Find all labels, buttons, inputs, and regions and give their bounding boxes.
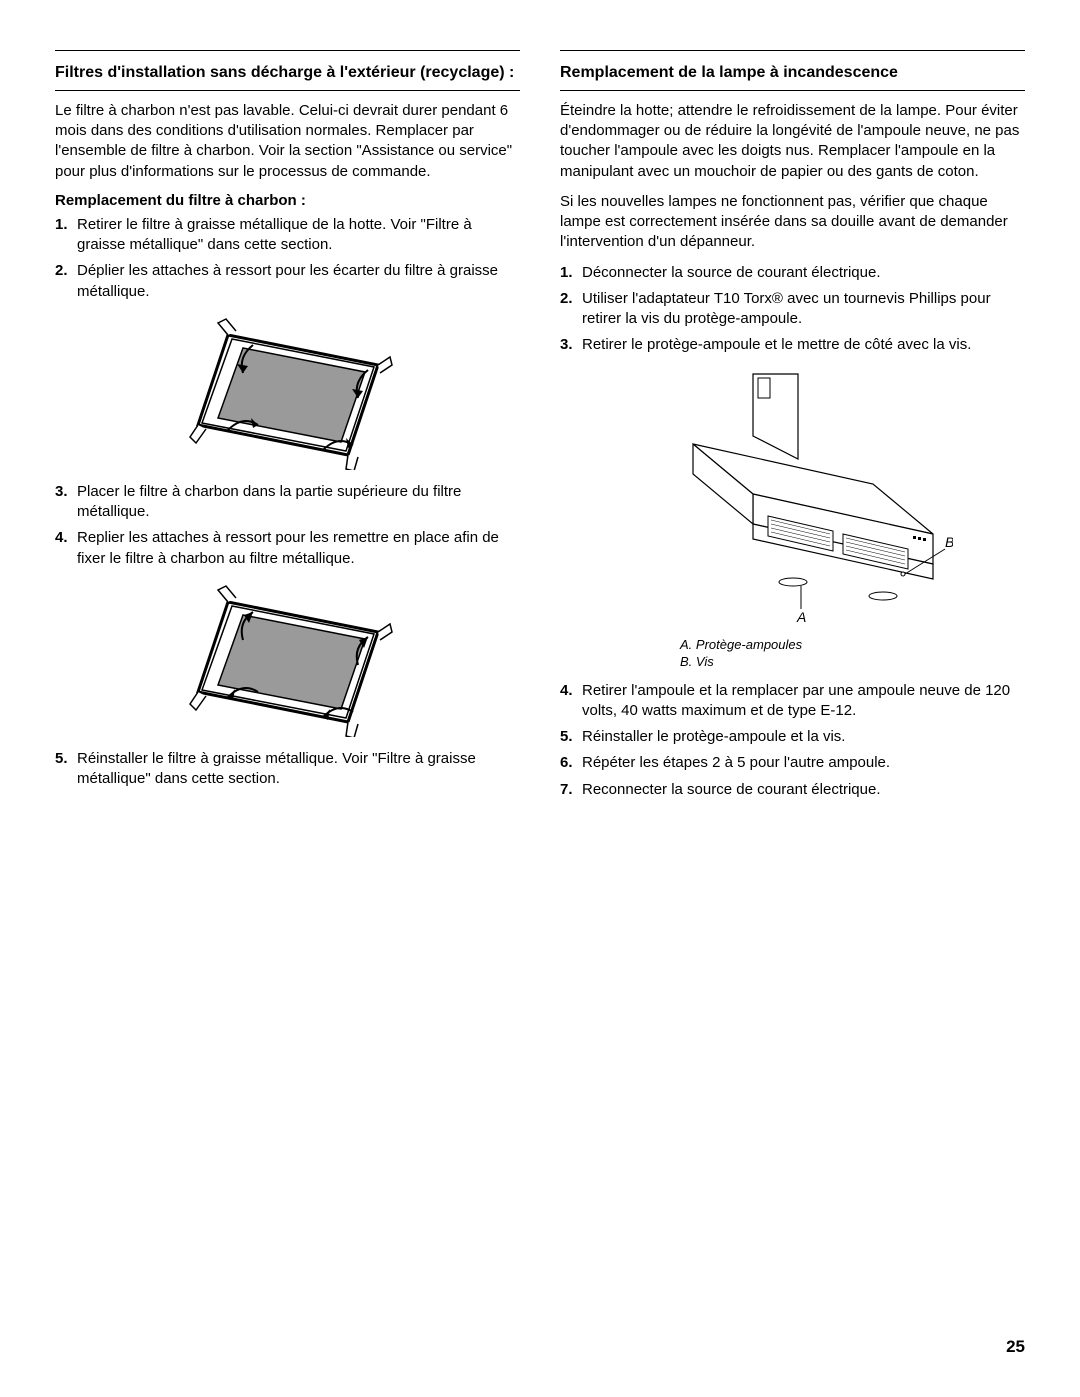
top-rule: [55, 50, 520, 51]
step-num: 5.: [560, 727, 582, 747]
step-num: 6.: [560, 753, 582, 773]
step-2: 2.Déplier les attaches à ressort pour le…: [55, 261, 520, 302]
left-steps-cont: 3.Placer le filtre à charbon dans la par…: [55, 482, 520, 569]
right-steps: 1.Déconnecter la source de courant élect…: [560, 263, 1025, 356]
page-number: 25: [1006, 1337, 1025, 1357]
step-text: Placer le filtre à charbon dans la parti…: [77, 482, 520, 523]
label-a: A: [796, 609, 806, 624]
step-7: 7.Reconnecter la source de courant élect…: [560, 780, 1025, 800]
step-text: Déplier les attaches à ressort pour les …: [77, 261, 520, 302]
step-text: Retirer l'ampoule et la remplacer par un…: [582, 681, 1025, 722]
step-num: 2.: [55, 261, 77, 302]
step-1: 1.Retirer le filtre à graisse métallique…: [55, 215, 520, 256]
step-num: 3.: [55, 482, 77, 523]
step-text: Déconnecter la source de courant électri…: [582, 263, 1025, 283]
hood-figure: A B: [560, 364, 1025, 624]
step-num: 7.: [560, 780, 582, 800]
step-3: 3.Placer le filtre à charbon dans la par…: [55, 482, 520, 523]
step-text: Retirer le filtre à graisse métallique d…: [77, 215, 520, 256]
step-text: Reconnecter la source de courant électri…: [582, 780, 1025, 800]
filter-diagram-icon: [173, 577, 403, 737]
step-4: 4.Replier les attaches à ressort pour le…: [55, 528, 520, 569]
step-num: 1.: [560, 263, 582, 283]
step-5: 5.Réinstaller le protège-ampoule et la v…: [560, 727, 1025, 747]
step-2: 2.Utiliser l'adaptateur T10 Torx® avec u…: [560, 289, 1025, 330]
left-steps-end: 5.Réinstaller le filtre à graisse métall…: [55, 749, 520, 790]
step-text: Réinstaller le filtre à graisse métalliq…: [77, 749, 520, 790]
step-num: 1.: [55, 215, 77, 256]
filter-figure-1: [55, 310, 520, 470]
page: Filtres d'installation sans décharge à l…: [0, 0, 1080, 1397]
step-4: 4.Retirer l'ampoule et la remplacer par …: [560, 681, 1025, 722]
step-text: Répéter les étapes 2 à 5 pour l'autre am…: [582, 753, 1025, 773]
step-text: Réinstaller le protège-ampoule et la vis…: [582, 727, 1025, 747]
step-text: Retirer le protège-ampoule et le mettre …: [582, 335, 1025, 355]
step-text: Utiliser l'adaptateur T10 Torx® avec un …: [582, 289, 1025, 330]
right-heading: Remplacement de la lampe à incandescence: [560, 59, 1025, 91]
top-rule: [560, 50, 1025, 51]
two-column-layout: Filtres d'installation sans décharge à l…: [55, 50, 1025, 806]
step-5: 5.Réinstaller le filtre à graisse métall…: [55, 749, 520, 790]
step-num: 4.: [55, 528, 77, 569]
left-heading: Filtres d'installation sans décharge à l…: [55, 59, 520, 91]
left-intro: Le filtre à charbon n'est pas lavable. C…: [55, 101, 520, 182]
caption-line-b: B. Vis: [680, 653, 1025, 671]
step-text: Replier les attaches à ressort pour les …: [77, 528, 520, 569]
filter-figure-2: [55, 577, 520, 737]
figure-caption: A. Protège-ampoules B. Vis: [680, 636, 1025, 671]
left-subhead: Remplacement du filtre à charbon :: [55, 192, 520, 209]
step-1: 1.Déconnecter la source de courant élect…: [560, 263, 1025, 283]
step-num: 4.: [560, 681, 582, 722]
label-b: B: [945, 534, 953, 550]
step-6: 6.Répéter les étapes 2 à 5 pour l'autre …: [560, 753, 1025, 773]
left-steps: 1.Retirer le filtre à graisse métallique…: [55, 215, 520, 302]
step-num: 2.: [560, 289, 582, 330]
step-num: 5.: [55, 749, 77, 790]
left-column: Filtres d'installation sans décharge à l…: [55, 50, 520, 806]
right-column: Remplacement de la lampe à incandescence…: [560, 50, 1025, 806]
step-num: 3.: [560, 335, 582, 355]
filter-diagram-icon: [173, 310, 403, 470]
right-para-2: Si les nouvelles lampes ne fonctionnent …: [560, 192, 1025, 253]
caption-line-a: A. Protège-ampoules: [680, 636, 1025, 654]
right-para-1: Éteindre la hotte; attendre le refroidis…: [560, 101, 1025, 182]
step-3: 3.Retirer le protège-ampoule et le mettr…: [560, 335, 1025, 355]
right-steps-cont: 4.Retirer l'ampoule et la remplacer par …: [560, 681, 1025, 800]
range-hood-icon: A B: [633, 364, 953, 624]
